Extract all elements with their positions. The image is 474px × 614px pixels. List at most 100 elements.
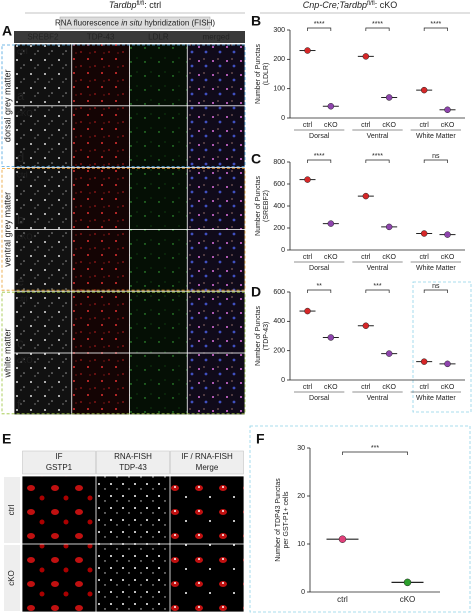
micrograph [170,544,244,612]
y-axis-label: per GST-P1+ cells [283,491,290,548]
mean-dot [327,334,335,341]
region-label: dorsal grey matter [2,70,12,143]
panel-letter: D [251,284,261,300]
x-tick-label: cKO [382,384,396,391]
mean-dot [420,230,428,237]
mean-dot [385,94,393,101]
x-tick-label: cKO [400,595,416,604]
mean-dot [327,220,335,227]
y-tick-label: 600 [273,181,285,188]
micrograph [187,168,245,229]
micrograph [129,168,187,229]
x-tick-label: cKO [324,254,338,261]
sig-bracket [365,159,390,163]
row-letter: c [17,335,24,350]
row-label: cKO [17,356,33,365]
group-label: White Matter [416,265,456,272]
mean-dot [327,103,335,110]
micrograph [187,291,245,353]
x-tick-label: cKO [382,122,396,129]
y-axis-label: (SREBF2) [263,190,270,222]
panel-f-box [249,425,471,613]
header-left: Tardbpfl/fl: ctrl [109,0,161,10]
title-box [59,16,211,30]
y-axis-label: Number of Punctas [255,176,262,236]
sig-label: **** [372,21,383,28]
sig-label: ** [316,283,322,290]
panel-letter: E [2,431,11,447]
channel-label: TDP-43 [87,33,115,42]
sig-label: **** [314,153,325,160]
column-header [22,450,96,475]
highlight-box [412,281,472,413]
y-tick-label: 0 [301,589,305,596]
channel-label: SREBF2 [27,33,59,42]
micrograph [129,106,187,168]
y-tick-label: 200 [273,56,285,63]
group-label: White Matter [416,395,456,402]
target-label: TDP-43 [119,463,147,472]
micrograph [72,229,130,291]
micrograph [170,476,244,544]
micrograph [72,168,130,229]
micrograph [187,106,245,168]
micrograph [96,476,170,544]
y-tick-label: 200 [273,225,285,232]
group-label: Ventral [367,133,389,140]
x-tick-label: ctrl [303,122,313,129]
mean-dot [362,53,370,60]
channel-label: merged [203,33,230,42]
mean-dot [304,47,311,54]
mean-dot [420,358,428,365]
y-tick-label: 30 [297,445,305,452]
column-header [96,450,170,475]
micrograph [22,544,96,612]
mean-dot [362,322,370,329]
y-tick-label: 0 [281,115,285,122]
y-tick-label: 800 [273,159,285,166]
micrograph [72,353,130,415]
mean-dot [444,231,451,238]
row-label: ctrl [17,294,28,303]
y-axis-label: Number of Punctas [255,306,262,366]
x-tick-label: ctrl [337,595,348,604]
header-right: Cnp-Cre;Tardbpfl/fl: cKO [303,0,397,10]
sig-bracket [307,27,332,31]
mean-dot [420,86,428,94]
row-label: ctrl [7,504,16,515]
row-header [4,477,20,543]
sig-bracket [365,289,390,293]
row-label: cKO [7,570,16,586]
micrograph [96,544,170,612]
y-axis-label: (TDP-43) [263,322,270,351]
y-axis-label: Number of Punctas [255,44,262,104]
sig-label: ns [432,153,440,160]
group-label: White Matter [416,133,456,140]
row-letter: f [17,397,21,412]
x-tick-label: ctrl [361,384,371,391]
x-tick-label: cKO [441,254,455,261]
y-tick-label: 200 [273,348,285,355]
row-label: ctrl [17,47,28,56]
micrograph [129,353,187,415]
y-tick-label: 300 [273,27,285,34]
x-tick-label: ctrl [419,254,429,261]
y-tick-label: 0 [281,247,285,254]
channel-strip [14,31,245,43]
y-tick-label: 600 [273,289,285,296]
micrograph [14,106,72,168]
row-label: ctrl [17,171,28,180]
y-tick-label: 100 [273,86,285,93]
micrograph [14,168,72,229]
panel-letter: F [256,431,265,447]
x-tick-label: cKO [382,254,396,261]
mean-dot [362,192,370,200]
mean-dot [304,307,311,315]
x-tick-label: cKO [441,122,455,129]
region-label: ventral grey matter [2,192,12,267]
micrograph [14,44,72,106]
sig-bracket [307,159,332,163]
row-letter: d [17,150,24,165]
x-tick-label: ctrl [303,254,313,261]
